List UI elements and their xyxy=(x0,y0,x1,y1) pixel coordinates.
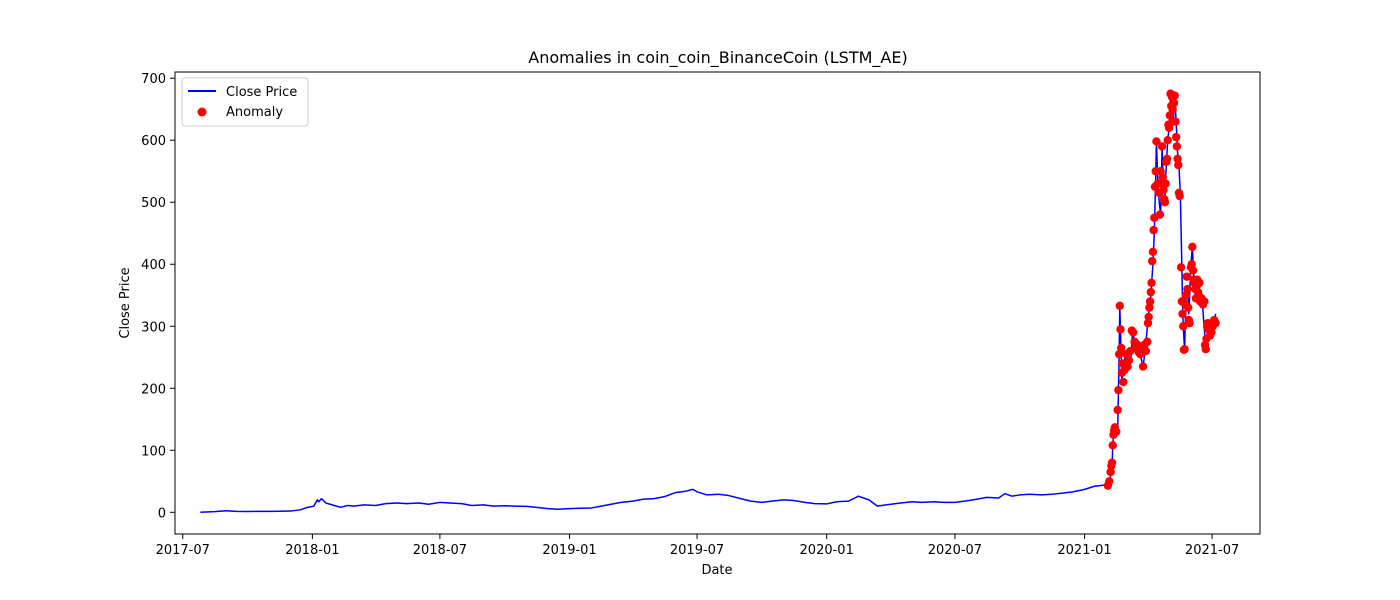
anomaly-point xyxy=(1128,328,1138,337)
anomaly-point xyxy=(1116,325,1125,334)
anomaly-point xyxy=(1174,160,1183,170)
anomaly-point xyxy=(1152,137,1161,146)
anomaly-point xyxy=(1188,242,1197,252)
anomaly-point xyxy=(1164,123,1174,133)
anomaly-point xyxy=(1171,132,1181,142)
anomaly-point xyxy=(1113,405,1122,415)
legend: Close Price Anomaly xyxy=(181,77,309,127)
legend-anomaly-swatch xyxy=(197,107,207,117)
anomaly-point xyxy=(1106,467,1115,477)
anomaly-point xyxy=(1148,247,1158,257)
anomaly-point xyxy=(1173,154,1182,164)
anomaly-point xyxy=(1175,191,1184,201)
anomaly-point xyxy=(1112,427,1121,436)
y-tick-label: 700 xyxy=(141,72,166,87)
anomaly-point xyxy=(1179,322,1188,331)
chart-title: Anomalies in coin_coin_BinanceCoin (LSTM… xyxy=(528,48,907,68)
anomaly-point xyxy=(1117,343,1126,353)
anomaly-point xyxy=(1115,301,1125,310)
legend-label-anomaly: Anomaly xyxy=(226,105,283,120)
anomaly-point xyxy=(1183,284,1192,294)
x-tick-label: 2020-01 xyxy=(800,543,854,558)
anomaly-point xyxy=(1183,303,1193,312)
anomaly-point xyxy=(1155,210,1165,219)
x-tick-label: 2018-07 xyxy=(413,543,467,558)
anomaly-point xyxy=(1105,477,1114,486)
anomaly-point xyxy=(1119,377,1128,387)
x-tick-label: 2021-07 xyxy=(1185,543,1239,558)
anomaly-point xyxy=(1145,303,1154,312)
anomaly-point xyxy=(1143,318,1153,328)
x-axis-title: Date xyxy=(701,563,732,578)
anomaly-point xyxy=(1138,362,1148,371)
anomaly-point xyxy=(1160,198,1170,207)
y-tick-label: 200 xyxy=(141,382,166,397)
anomaly-point xyxy=(1108,441,1117,450)
anomaly-scatter-layer xyxy=(1103,89,1220,490)
x-tick-label: 2019-07 xyxy=(670,543,724,558)
anomaly-point xyxy=(1114,385,1123,395)
y-axis-title: Close Price xyxy=(118,267,133,338)
anomaly-point xyxy=(1176,263,1186,272)
anomaly-point xyxy=(1141,346,1151,356)
anomaly-point xyxy=(1200,297,1209,306)
y-tick-label: 500 xyxy=(141,196,166,211)
x-tick-label: 2020-07 xyxy=(928,543,982,558)
anomaly-point xyxy=(1171,117,1180,126)
anomaly-point xyxy=(1182,272,1191,281)
anomaly-point xyxy=(1201,345,1210,354)
anomaly-point xyxy=(1211,318,1220,328)
anomaly-point xyxy=(1170,91,1179,100)
anomaly-point xyxy=(1188,266,1198,275)
anomaly-point xyxy=(1147,278,1156,288)
y-tick-label: 300 xyxy=(141,320,166,335)
anomaly-point xyxy=(1162,154,1172,164)
y-tick-label: 400 xyxy=(141,258,166,273)
anomaly-point xyxy=(1163,136,1172,145)
x-tick-label: 2017-07 xyxy=(156,543,210,558)
anomaly-point xyxy=(1172,142,1182,151)
x-tick-label: 2021-01 xyxy=(1057,543,1111,558)
anomaly-point xyxy=(1178,309,1187,319)
y-tick-label: 600 xyxy=(141,134,166,149)
anomaly-point xyxy=(1157,142,1167,151)
anomaly-point xyxy=(1169,98,1179,108)
y-axis: 0 100 200 300 400 500 600 700 xyxy=(141,72,175,521)
anomaly-point xyxy=(1107,458,1117,467)
anomaly-point xyxy=(1161,179,1170,188)
anomaly-point xyxy=(1124,356,1134,365)
anomaly-point xyxy=(1185,318,1194,328)
anomaly-point xyxy=(1195,278,1204,288)
x-tick-label: 2019-01 xyxy=(542,543,596,558)
anomaly-point xyxy=(1146,287,1156,297)
y-tick-label: 0 xyxy=(158,506,166,521)
anomaly-point xyxy=(1144,312,1153,322)
anomaly-point xyxy=(1145,297,1155,306)
anomaly-point xyxy=(1180,345,1189,354)
plot-background xyxy=(175,72,1260,534)
y-tick-label: 100 xyxy=(141,444,166,459)
anomaly-point xyxy=(1143,337,1152,346)
legend-label-close-price: Close Price xyxy=(226,85,297,100)
anomaly-point xyxy=(1148,256,1157,266)
anomaly-point xyxy=(1153,179,1163,188)
x-tick-label: 2018-01 xyxy=(285,543,339,558)
x-axis: 2017-07 2018-01 2018-07 2019-01 2019-07 2020-… xyxy=(156,534,1239,558)
plot-frame xyxy=(174,71,1261,535)
plot-area xyxy=(174,71,1261,535)
anomaly-point xyxy=(1149,225,1158,235)
